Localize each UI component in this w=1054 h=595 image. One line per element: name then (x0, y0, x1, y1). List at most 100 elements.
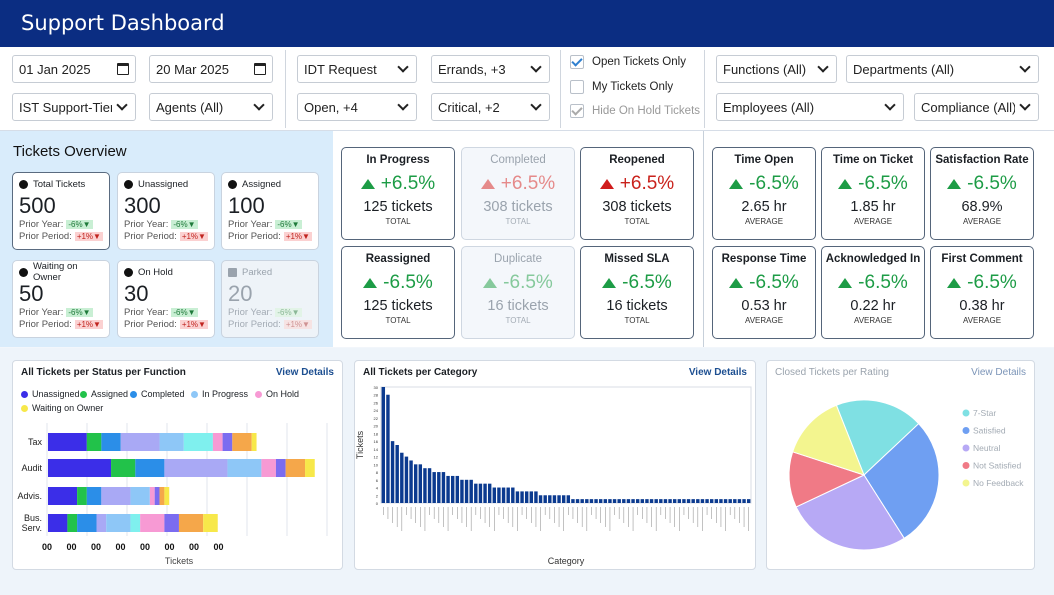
bar-segment[interactable] (77, 514, 96, 532)
ticket-card[interactable]: Waiting on Owner 50 Prior Year: -6%▼ Prio… (12, 260, 110, 338)
bar-segment[interactable] (48, 487, 77, 505)
category-bar[interactable] (701, 499, 704, 503)
ticket-card[interactable]: On Hold 30 Prior Year: -6%▼ Prior Period:… (117, 260, 215, 338)
bar-segment[interactable] (106, 514, 130, 532)
functions-dropdown[interactable]: Functions (All) (716, 55, 837, 83)
bar-segment[interactable] (203, 514, 218, 532)
category-bar[interactable] (594, 499, 597, 503)
category-bar[interactable] (636, 499, 639, 503)
compliance-dropdown[interactable]: Compliance (All) (914, 93, 1039, 121)
category-bar[interactable] (668, 499, 671, 503)
category-bar[interactable] (409, 460, 412, 503)
bar-segment[interactable] (286, 459, 305, 477)
category-bar[interactable] (414, 464, 417, 503)
category-bar[interactable] (585, 499, 588, 503)
category-bar[interactable] (733, 499, 736, 503)
bar-segment[interactable] (48, 514, 67, 532)
kpi-card[interactable]: Reopened +6.5% 308 tickets TOTAL (580, 147, 694, 240)
bar-segment[interactable] (101, 487, 130, 505)
category-bar[interactable] (520, 491, 523, 503)
category-bar[interactable] (530, 491, 533, 503)
category-bar[interactable] (724, 499, 727, 503)
category-bar[interactable] (687, 499, 690, 503)
bar-segment[interactable] (111, 459, 135, 477)
category-bar[interactable] (488, 484, 491, 503)
category-bar[interactable] (590, 499, 593, 503)
category-bar[interactable] (650, 499, 653, 503)
bar-segment[interactable] (87, 433, 102, 451)
status-dropdown[interactable]: Open, +4 (297, 93, 417, 121)
category-bar[interactable] (469, 480, 472, 503)
category-bar[interactable] (479, 484, 482, 503)
category-bar[interactable] (543, 495, 546, 503)
bar-segment[interactable] (184, 433, 213, 451)
category-bar[interactable] (742, 499, 745, 503)
category-bar[interactable] (534, 491, 537, 503)
category-bar[interactable] (548, 495, 551, 503)
bar-segment[interactable] (130, 487, 149, 505)
category-bar[interactable] (400, 453, 403, 503)
bar-segment[interactable] (160, 487, 165, 505)
category-bar[interactable] (710, 499, 713, 503)
category-bar[interactable] (386, 395, 389, 503)
category-bar[interactable] (580, 499, 583, 503)
bar-segment[interactable] (252, 433, 257, 451)
bar-segment[interactable] (223, 433, 233, 451)
open-tickets-checkbox[interactable]: Open Tickets Only (570, 55, 686, 69)
category-bar[interactable] (567, 495, 570, 503)
category-bar[interactable] (627, 499, 630, 503)
bar-segment[interactable] (67, 514, 77, 532)
category-bar[interactable] (525, 491, 528, 503)
bar-segment[interactable] (77, 487, 87, 505)
category-bar[interactable] (719, 499, 722, 503)
category-bar[interactable] (604, 499, 607, 503)
bar-segment[interactable] (227, 459, 261, 477)
ticket-card[interactable]: Parked 20 Prior Year: -6%▼ Prior Period: +… (221, 260, 319, 338)
bar-segment[interactable] (48, 433, 87, 451)
team-dropdown[interactable]: IST Support-Tier 1 (12, 93, 136, 121)
category-bar[interactable] (705, 499, 708, 503)
category-bar[interactable] (738, 499, 741, 503)
kpi-card[interactable]: Completed +6.5% 308 tickets TOTAL (461, 147, 575, 240)
bar-segment[interactable] (135, 459, 164, 477)
kpi-card[interactable]: In Progress +6.5% 125 tickets TOTAL (341, 147, 455, 240)
kpi-card[interactable]: Acknowledged In -6.5% 0.22 hr AVERAGE (821, 246, 925, 339)
category-bar[interactable] (483, 484, 486, 503)
category-bar[interactable] (456, 476, 459, 503)
category-bar[interactable] (405, 457, 408, 503)
bar-segment[interactable] (261, 459, 276, 477)
kpi-card[interactable]: Duplicate -6.5% 16 tickets TOTAL (461, 246, 575, 339)
category-bar[interactable] (382, 387, 385, 503)
category-bar[interactable] (395, 445, 398, 503)
kpi-card[interactable]: Time on Ticket -6.5% 1.85 hr AVERAGE (821, 147, 925, 240)
category-bar[interactable] (747, 499, 750, 503)
category-bar[interactable] (511, 488, 514, 503)
kpi-card[interactable]: Reassigned -6.5% 125 tickets TOTAL (341, 246, 455, 339)
category-bar[interactable] (622, 499, 625, 503)
category-bar[interactable] (474, 484, 477, 503)
bar-segment[interactable] (97, 514, 107, 532)
category-bar[interactable] (465, 480, 468, 503)
end-date-picker[interactable]: 20 Mar 2025 (149, 55, 273, 83)
category-bar[interactable] (645, 499, 648, 503)
bar-segment[interactable] (179, 514, 203, 532)
category-bar[interactable] (419, 464, 422, 503)
kpi-card[interactable]: Missed SLA -6.5% 16 tickets TOTAL (580, 246, 694, 339)
ticket-card[interactable]: Unassigned 300 Prior Year: -6%▼ Prior Per… (117, 172, 215, 250)
ticket-card[interactable]: Total Tickets 500 Prior Year: -6%▼ Prior … (12, 172, 110, 250)
category-bar[interactable] (428, 468, 431, 503)
bar-segment[interactable] (155, 487, 160, 505)
category-bar[interactable] (460, 480, 463, 503)
bar-segment[interactable] (140, 514, 164, 532)
category-bar[interactable] (516, 491, 519, 503)
kpi-card[interactable]: First Comment -6.5% 0.38 hr AVERAGE (930, 246, 1034, 339)
category-bar[interactable] (617, 499, 620, 503)
start-date-picker[interactable]: 01 Jan 2025 (12, 55, 136, 83)
category-bar[interactable] (502, 488, 505, 503)
kpi-card[interactable]: Response Time -6.5% 0.53 hr AVERAGE (712, 246, 816, 339)
category-bar[interactable] (562, 495, 565, 503)
category-bar[interactable] (673, 499, 676, 503)
category-bar[interactable] (631, 499, 634, 503)
employees-dropdown[interactable]: Employees (All) (716, 93, 904, 121)
category-bar[interactable] (613, 499, 616, 503)
